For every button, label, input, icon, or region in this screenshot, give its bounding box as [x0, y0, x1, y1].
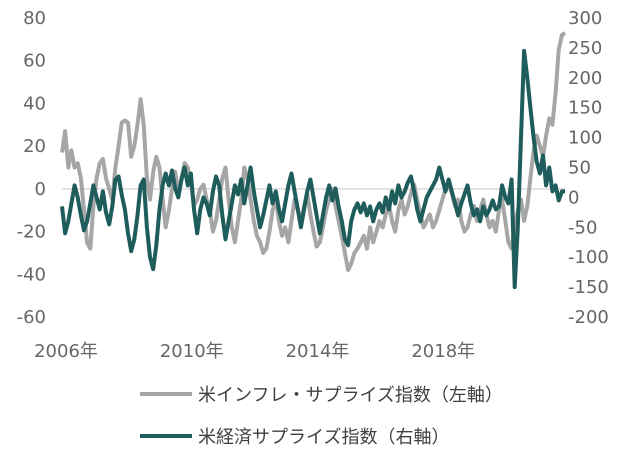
- legend-item-economic: 米経済サプライズ指数（右軸）: [140, 427, 449, 448]
- left-axis-tick-label: 40: [23, 93, 46, 114]
- left-axis-tick-label: -20: [17, 222, 46, 243]
- legend-label-economic: 米経済サプライズ指数（右軸）: [198, 427, 449, 448]
- legend-item-inflation: 米インフレ・サプライズ指数（左軸）: [140, 385, 503, 406]
- right-axis-tick-label: 50: [568, 158, 591, 179]
- right-axis-tick-label: 250: [568, 38, 602, 59]
- right-axis-tick-label: -50: [568, 217, 597, 238]
- x-axis-tick-label: 2018年: [411, 341, 475, 362]
- left-axis-tick-label: -60: [17, 307, 46, 328]
- legend: 米インフレ・サプライズ指数（左軸） 米経済サプライズ指数（右軸）: [140, 385, 503, 448]
- right-axis-tick-label: 0: [568, 187, 579, 208]
- x-axis-tick-label: 2010年: [160, 341, 224, 362]
- x-axis-tick-label: 2014年: [286, 341, 350, 362]
- right-axis-tick-label: 200: [568, 68, 602, 89]
- left-axis-tick-label: 20: [23, 136, 46, 157]
- left-axis-tick-label: 0: [35, 179, 46, 200]
- right-axis-tick-label: -100: [568, 247, 609, 268]
- left-axis-ticks: -60 -40 -20 0 20 40 60 80: [17, 8, 46, 328]
- right-axis-tick-label: 150: [568, 98, 602, 119]
- left-axis-tick-label: 80: [23, 8, 46, 29]
- right-axis-tick-label: 100: [568, 128, 602, 149]
- x-axis-ticks: 2006年 2010年 2014年 2018年: [34, 341, 475, 362]
- left-axis-tick-label: -40: [17, 264, 46, 285]
- right-axis-tick-label: 300: [568, 8, 602, 29]
- legend-label-inflation: 米インフレ・サプライズ指数（左軸）: [198, 385, 503, 406]
- series-line-inflation-surprise: [60, 31, 567, 272]
- left-axis-tick-label: 60: [23, 51, 46, 72]
- x-axis-tick-label: 2006年: [34, 341, 98, 362]
- series-line-economic-surprise: [60, 48, 565, 290]
- right-axis-tick-label: -200: [568, 307, 609, 328]
- right-axis-tick-label: -150: [568, 277, 609, 298]
- right-axis-ticks: -200 -150 -100 -50 0 50 100 150 200 250 300: [568, 8, 609, 328]
